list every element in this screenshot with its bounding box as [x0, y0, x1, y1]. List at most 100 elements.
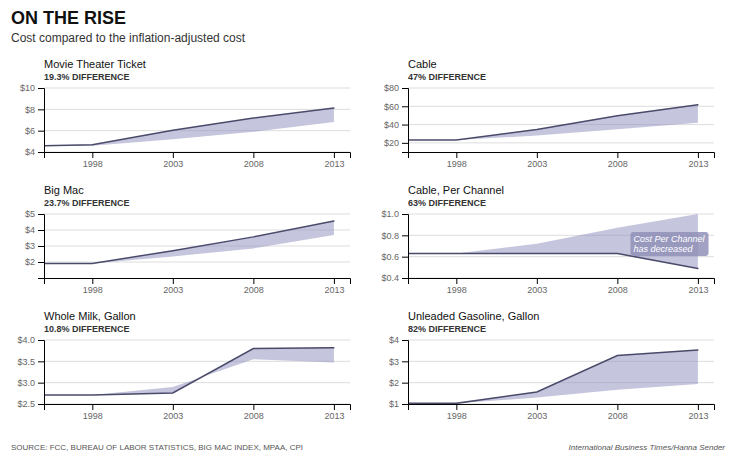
x-tick-label: 2013: [688, 285, 708, 295]
y-tick: $40: [384, 120, 408, 130]
x-axis-line: [409, 405, 715, 411]
x-axis-line: [45, 153, 351, 159]
y-axis: $2.5$3.0$3.5$4.0: [17, 335, 44, 409]
panel-title: Unleaded Gasoline, Gallon: [408, 310, 539, 322]
y-tick: $3: [25, 241, 44, 251]
y-tick-label: $10: [20, 83, 35, 93]
y-tick-label: $1: [389, 399, 399, 409]
y-tick: $20: [384, 138, 408, 148]
y-tick-label: $2: [25, 257, 35, 267]
y-tick-label: $60: [384, 102, 399, 112]
x-tick-label: 1998: [83, 411, 103, 421]
y-tick-mark: [38, 214, 44, 215]
grid-line: [44, 214, 350, 215]
cost-line: [44, 221, 334, 264]
annotation-line: Cost Per Channel: [633, 234, 705, 244]
grid-line: [44, 262, 350, 263]
x-tick-mark: [617, 404, 618, 410]
y-tick-mark: [402, 214, 408, 215]
gap-area: [408, 350, 698, 403]
y-axis: $1$2$3$4: [389, 335, 409, 409]
x-tick-label: 1998: [83, 159, 103, 169]
x-tick-label: 2013: [688, 159, 708, 169]
y-tick-label: $0.6: [381, 252, 399, 262]
y-tick-label: $3: [25, 241, 35, 251]
y-tick-label: $20: [384, 138, 399, 148]
y-tick-mark: [402, 383, 408, 384]
x-tick-label: 2003: [527, 285, 547, 295]
plot: $2.5$3.0$3.5$4.01998200320082013: [17, 335, 350, 421]
panel-subtitle: 63% DIFFERENCE: [408, 198, 486, 208]
x-tick: 1998: [447, 152, 467, 169]
x-tick-mark: [92, 278, 93, 284]
y-tick: $1.0: [381, 209, 408, 219]
y-axis: $4$6$8$10: [20, 83, 45, 157]
x-tick: 1998: [447, 404, 467, 421]
x-tick-label: 2008: [608, 285, 628, 295]
marks: [44, 348, 334, 395]
y-tick-label: $3.5: [17, 357, 35, 367]
y-tick-label: $2: [389, 378, 399, 388]
grid-line: [44, 382, 350, 383]
x-tick-label: 2008: [608, 159, 628, 169]
byline: International Business Times/Hanna Sende…: [569, 443, 726, 452]
grid: [408, 340, 714, 404]
y-tick: $2: [25, 257, 44, 267]
x-tick: 2013: [324, 152, 344, 169]
marks: [44, 108, 334, 146]
panel-title: Big Mac: [44, 184, 84, 196]
x-tick-label: 1998: [447, 285, 467, 295]
y-tick-label: $1.0: [381, 209, 399, 219]
y-axis: $20$40$60$80: [384, 83, 409, 152]
y-tick-label: $4.0: [17, 335, 35, 345]
y-tick: $5: [25, 209, 44, 219]
x-axis-line: [45, 405, 351, 411]
grid-line: [408, 88, 714, 89]
y-axis-line: [38, 341, 45, 405]
x-tick-label: 1998: [447, 411, 467, 421]
y-tick-mark: [38, 340, 44, 341]
x-tick: 2008: [244, 152, 264, 169]
x-axis: 1998200320082013: [45, 404, 351, 421]
y-tick: $1: [389, 399, 408, 409]
marks: [408, 350, 698, 403]
y-tick-mark: [402, 235, 408, 236]
panel-subtitle: 19.3% DIFFERENCE: [44, 72, 130, 82]
grid: [408, 214, 714, 278]
grid-line: [408, 106, 714, 107]
annotation-box: [630, 232, 708, 256]
x-tick-label: 1998: [83, 285, 103, 295]
grid-line: [408, 340, 714, 341]
y-axis-line: [402, 341, 409, 405]
panel-subtitle: 47% DIFFERENCE: [408, 72, 486, 82]
x-axis-line: [409, 279, 715, 285]
y-tick-label: $4: [389, 335, 399, 345]
panel: Cable47% DIFFERENCE$20$40$60$80199820032…: [384, 58, 715, 169]
panel-subtitle: 82% DIFFERENCE: [408, 324, 486, 334]
y-tick-mark: [38, 246, 44, 247]
x-tick: 2013: [688, 278, 708, 295]
y-tick: $4.0: [17, 335, 44, 345]
y-tick-mark: [402, 106, 408, 107]
annotation-line: has decreased: [633, 244, 693, 254]
x-tick: 2013: [324, 278, 344, 295]
x-tick-mark: [334, 278, 335, 284]
y-tick-mark: [402, 340, 408, 341]
y-tick-label: $2.5: [17, 399, 35, 409]
x-tick-label: 2013: [324, 411, 344, 421]
y-tick: $0.8: [381, 231, 408, 241]
x-tick: 2003: [527, 152, 547, 169]
x-tick-mark: [173, 152, 174, 158]
grid-line: [408, 214, 714, 215]
x-tick: 1998: [83, 404, 103, 421]
x-tick-label: 2003: [163, 285, 183, 295]
x-tick-label: 2008: [244, 285, 264, 295]
x-tick-mark: [456, 404, 457, 410]
y-tick-label: $6: [25, 126, 35, 136]
x-axis-line: [45, 279, 351, 285]
y-tick-mark: [38, 361, 44, 362]
x-tick-label: 2008: [244, 411, 264, 421]
x-tick-mark: [698, 152, 699, 158]
y-tick-mark: [38, 109, 44, 110]
x-tick-label: 2013: [324, 285, 344, 295]
